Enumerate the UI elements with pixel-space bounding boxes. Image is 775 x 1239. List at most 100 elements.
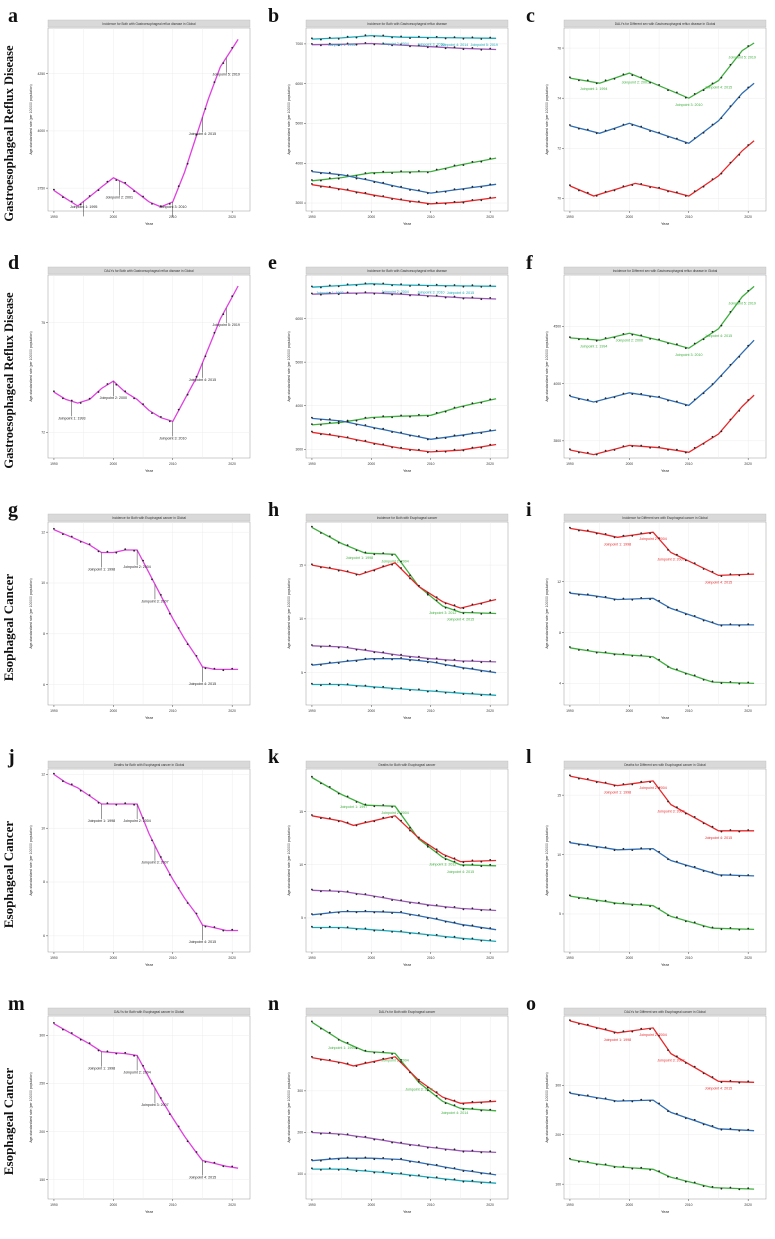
data-point [738, 928, 741, 931]
data-point [480, 432, 483, 434]
joinpoint-label: Joinpoint 5: 2019 [213, 73, 240, 77]
data-point [586, 649, 589, 651]
data-point [462, 434, 465, 437]
x-tick-label: 2000 [110, 956, 118, 960]
data-point [649, 848, 651, 851]
y-tick-label: 8 [43, 880, 45, 884]
data-point [595, 453, 598, 456]
data-point [667, 606, 669, 609]
joinpoint-label: Joinpoint 4: 2015 [447, 617, 474, 621]
data-point [106, 1050, 109, 1053]
data-point [409, 826, 411, 829]
x-tick-label: 2010 [685, 462, 693, 466]
data-point [391, 816, 393, 819]
data-point [391, 654, 393, 656]
joinpoint-label: Joinpoint 1: 1998 [88, 819, 115, 823]
data-point [658, 395, 660, 398]
joinpoint-label: Joinpoint 3: 2007 [141, 1103, 168, 1107]
data-point [409, 1144, 411, 1147]
data-point [462, 1103, 465, 1105]
data-point [578, 777, 580, 780]
data-point [382, 42, 385, 45]
data-point [311, 682, 313, 685]
x-tick-label: 2010 [685, 709, 693, 713]
data-point [409, 434, 411, 437]
data-point [53, 1022, 55, 1024]
data-point [658, 338, 660, 341]
data-point [453, 448, 456, 451]
data-point [364, 909, 367, 912]
data-point [311, 1055, 313, 1058]
data-point [676, 916, 678, 919]
data-point [480, 927, 483, 930]
data-point [729, 1186, 732, 1189]
data-point [186, 902, 189, 904]
data-point [480, 694, 483, 697]
plot-area [305, 27, 509, 212]
data-point [729, 623, 732, 625]
joinpoint-label: Joinpoint 3: 2008 [405, 1088, 432, 1092]
title-strip [563, 19, 767, 28]
data-point [311, 430, 313, 433]
plot-area [563, 1015, 767, 1200]
data-point [435, 1094, 438, 1097]
data-point [489, 157, 492, 160]
data-point [578, 127, 580, 130]
plot-area [563, 274, 767, 459]
data-point [409, 932, 411, 935]
data-point [426, 904, 429, 907]
data-point [489, 908, 492, 911]
panel-j: j Deaths for Both with Esophageal cancer … [7, 746, 251, 967]
data-point [426, 415, 429, 418]
data-point [115, 179, 118, 182]
x-tick-label: 2010 [169, 215, 177, 219]
data-point [391, 899, 393, 901]
data-point [311, 416, 313, 419]
data-point [747, 874, 750, 876]
data-point [160, 205, 162, 208]
title-strip [563, 1007, 767, 1016]
data-point [658, 599, 660, 602]
joinpoint-label: Joinpoint 1: 1998 [604, 1038, 631, 1042]
data-point [613, 78, 616, 80]
data-point [693, 1181, 696, 1184]
data-point [355, 648, 358, 651]
data-point [738, 96, 741, 99]
data-point [195, 375, 198, 378]
data-point [320, 1132, 322, 1135]
x-tick-label: 2020 [228, 215, 236, 219]
data-point [400, 414, 402, 417]
data-point [364, 34, 367, 37]
data-point [328, 911, 331, 913]
data-point [115, 1052, 118, 1055]
panel-letter: g [8, 499, 18, 521]
y-axis-label-group: Age-standardized rate (per 100000 popula… [29, 331, 33, 401]
data-point [435, 45, 438, 48]
data-point [355, 293, 358, 295]
data-point [586, 1160, 589, 1163]
x-tick-label: 2020 [486, 709, 494, 713]
data-point [97, 550, 100, 553]
data-point [346, 283, 349, 286]
data-point [595, 82, 598, 85]
data-point [364, 1049, 367, 1052]
data-point [604, 899, 607, 902]
data-point [328, 817, 331, 820]
data-point [62, 1028, 64, 1031]
y-tick-label: 200 [555, 1133, 561, 1137]
data-point [453, 857, 456, 860]
data-point [480, 446, 483, 449]
data-point [684, 920, 687, 923]
x-tick-label: 2000 [626, 462, 634, 466]
data-point [640, 444, 643, 447]
data-point [640, 780, 643, 783]
data-point [444, 921, 447, 923]
joinpoint-label: Joinpoint 4: 2015 [189, 940, 216, 944]
data-point [346, 1156, 349, 1159]
data-point [684, 673, 687, 675]
data-point [382, 170, 385, 173]
data-point [453, 921, 456, 924]
data-point [702, 1123, 705, 1126]
data-point [462, 285, 465, 288]
data-point [720, 1128, 723, 1131]
